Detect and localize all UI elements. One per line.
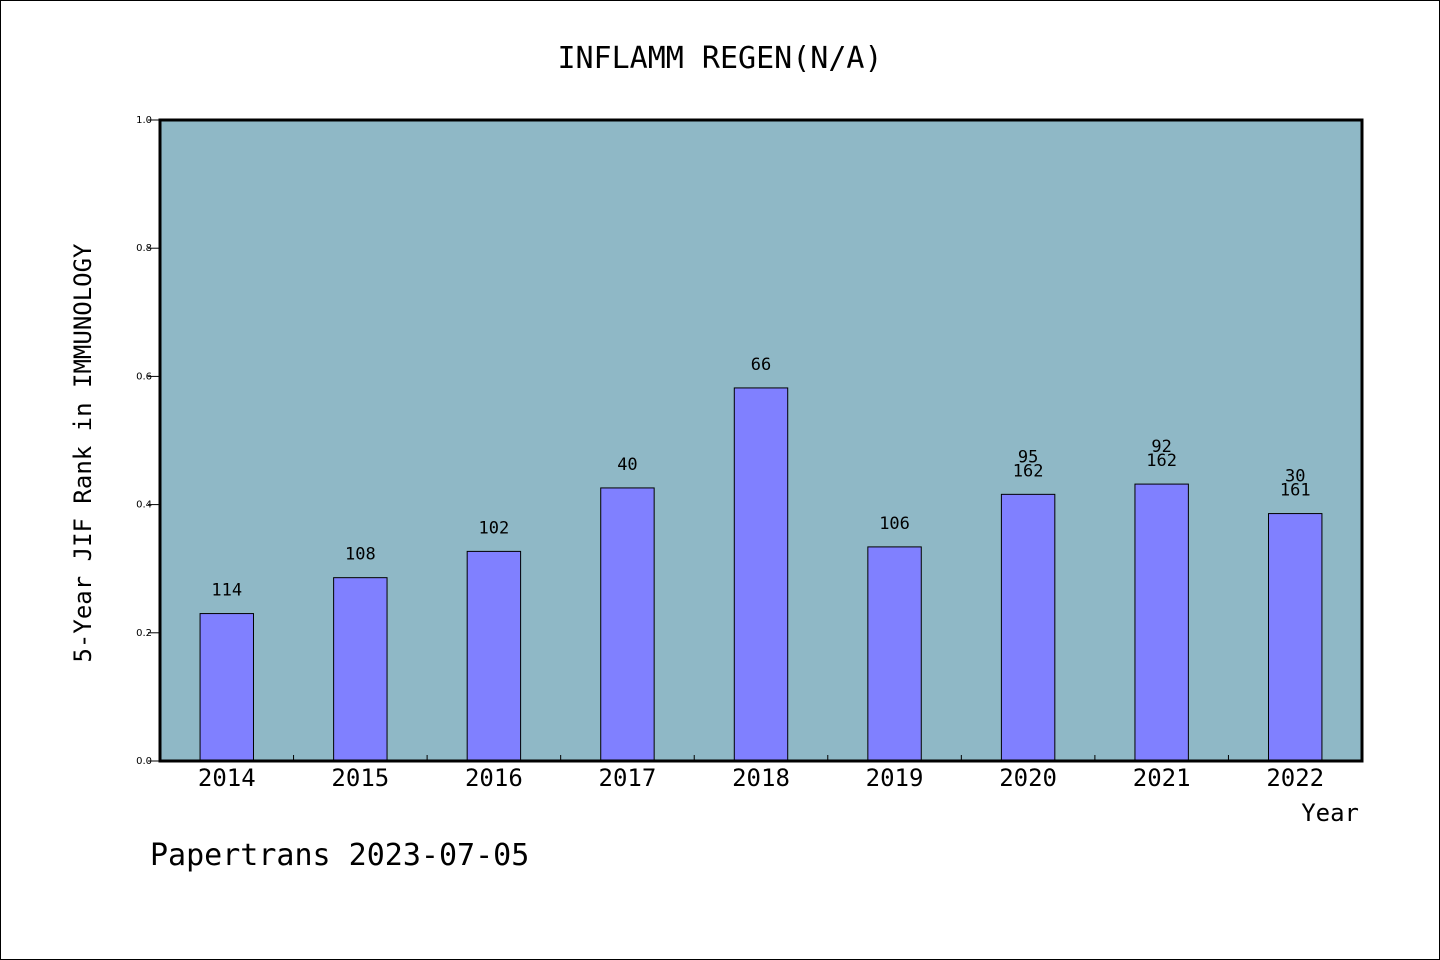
x-tick-label-2014: 2014 [198,764,256,792]
bar-2017 [600,487,655,762]
x-tick-label-2018: 2018 [732,764,790,792]
y-tick-label: 0.0 [136,756,152,767]
bar-label-2018: 66 [751,355,771,375]
bar-label-2015: 108 [345,545,376,565]
bar-label-2021: 162 [1146,451,1177,471]
y-tick-label: 0.6 [136,371,152,382]
plot-frame [158,118,1364,763]
x-axis-label: Year [1301,799,1359,827]
x-tick-label-2020: 2020 [999,764,1057,792]
bar-label-2020: 162 [1013,461,1044,481]
x-tick-label-2015: 2015 [331,764,389,792]
bar-2016 [466,550,522,762]
x-axis: 2014 2015 2016 2017 2018 2019 2020 2021 2022 [198,755,1324,792]
chart-title: INFLAMM REGEN(N/A) [557,41,882,76]
y-axis-label: 5-Year JIF Rank in IMMUNOLOGY [69,243,97,663]
bar-label-2014: 114 [211,581,242,601]
bar-label-2022: 30 [1285,467,1305,487]
x-tick-label-2021: 2021 [1133,764,1191,792]
y-axis: 0.0 0.2 0.4 0.6 0.8 1.0 [136,115,160,767]
bar-label-2020: 95 [1018,447,1038,467]
bar-2014 [199,613,254,762]
bar-2015 [333,577,388,762]
bar-2020 [1000,493,1056,762]
bar-label-2016: 102 [479,518,510,538]
bar-2021 [1134,483,1189,762]
footer-credit: Papertrans 2023-07-05 [150,838,529,873]
bar-label-2017: 40 [617,455,637,475]
bar-2022 [1268,513,1323,762]
bar-2018 [733,387,789,762]
x-tick-label-2019: 2019 [866,764,924,792]
y-tick-label: 0.4 [136,500,152,511]
x-tick-label-2017: 2017 [599,764,657,792]
y-tick-label: 0.2 [136,628,152,639]
bar-label-2021: 92 [1151,437,1171,457]
bars-layer [199,387,1323,762]
x-tick-label-2016: 2016 [465,764,523,792]
bar-label-2019: 106 [879,514,910,534]
y-tick-label: 0.8 [136,243,152,254]
bar-label-2022: 161 [1280,481,1311,501]
x-tick-label-2022: 2022 [1266,764,1324,792]
y-tick-label: 1.0 [136,115,152,126]
bar-2019 [867,546,922,762]
